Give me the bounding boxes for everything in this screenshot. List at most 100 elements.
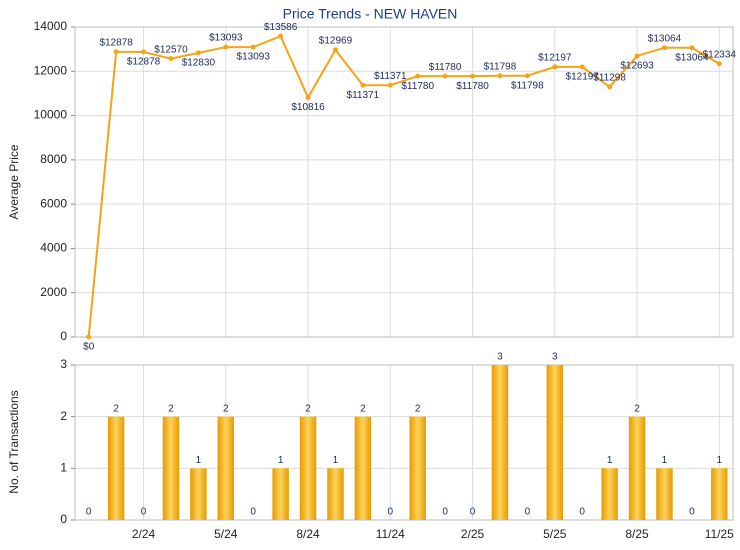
value-label: 2 [168, 403, 174, 414]
value-label: $13064 [648, 33, 682, 44]
value-label: 2 [360, 403, 366, 414]
y-tick-label: 0 [60, 329, 67, 343]
point [415, 73, 421, 79]
point [332, 47, 338, 53]
point [607, 84, 613, 90]
value-label: $11780 [456, 81, 489, 92]
value-label: 2 [223, 403, 229, 414]
y-axis-title: No. of Transactions [7, 390, 21, 493]
y-tick-label: 1 [60, 461, 67, 475]
value-label: $13586 [264, 22, 298, 33]
value-label: $11371 [374, 71, 407, 82]
bar [601, 468, 618, 520]
x-tick-label: 11/24 [376, 527, 405, 541]
value-label: $11298 [593, 72, 626, 83]
x-tick-label: 8/25 [625, 527, 649, 541]
price-line [87, 34, 720, 338]
bar [546, 365, 564, 520]
y-tick-label: 2000 [40, 285, 67, 299]
point [223, 44, 229, 50]
y-tick-label: 3 [60, 357, 67, 371]
point [661, 45, 667, 51]
point [524, 73, 530, 79]
point [689, 45, 695, 51]
point [497, 73, 503, 79]
y-tick-label: 10000 [34, 108, 68, 122]
plot-frame [74, 364, 734, 521]
point [552, 64, 558, 70]
y-tick-label: 0 [60, 512, 67, 526]
point [113, 49, 119, 55]
value-label: 0 [141, 507, 147, 518]
value-label: $11798 [484, 61, 517, 72]
value-label: 1 [333, 455, 339, 466]
value-label: $11780 [401, 81, 434, 92]
value-label: $12197 [538, 53, 572, 64]
bar [327, 468, 344, 520]
y-tick-label: 4000 [40, 241, 67, 255]
value-label: 0 [689, 507, 695, 518]
value-label: $12878 [127, 56, 161, 67]
point [634, 53, 640, 59]
y-axis-title: Average Price [7, 144, 21, 219]
value-label: 1 [717, 455, 723, 466]
y-tick-label: 6000 [40, 196, 67, 210]
point [86, 334, 92, 340]
bar [354, 416, 372, 520]
value-label: 0 [388, 507, 394, 518]
point [716, 61, 722, 67]
value-label: $11798 [511, 80, 544, 91]
bar [217, 416, 235, 520]
value-label: 0 [470, 507, 476, 518]
x-tick-label: 11/25 [705, 527, 734, 541]
value-label: $13093 [209, 33, 243, 44]
point [250, 44, 256, 50]
y-tick-label: 2 [60, 409, 67, 423]
x-tick-label: 2/24 [132, 527, 156, 541]
bar [162, 416, 180, 520]
value-label: $11371 [347, 90, 380, 101]
x-tick-label: 2/25 [461, 527, 485, 541]
point [470, 73, 476, 79]
point [305, 95, 311, 101]
y-tick-label: 14000 [34, 19, 68, 33]
value-label: 0 [579, 507, 585, 518]
value-label: $12334 [703, 50, 737, 61]
value-label: $12969 [319, 35, 353, 46]
point [579, 64, 585, 70]
chart-title: Price Trends - NEW HAVEN [283, 6, 458, 22]
value-label: 1 [278, 455, 284, 466]
value-label: $12197 [566, 72, 600, 83]
value-label: 1 [662, 455, 668, 466]
y-tick-label: 8000 [40, 152, 67, 166]
value-label: 0 [525, 507, 531, 518]
point [168, 56, 174, 62]
bar [272, 468, 289, 520]
value-label: 0 [86, 507, 92, 518]
value-label: $12693 [620, 61, 654, 72]
value-label: $12878 [99, 37, 133, 48]
bar [628, 416, 646, 520]
y-tick-label: 12000 [34, 63, 68, 77]
x-tick-label: 8/24 [296, 527, 320, 541]
x-tick-label: 5/24 [214, 527, 238, 541]
value-label: $12570 [154, 44, 188, 55]
value-label: 0 [442, 507, 448, 518]
x-tick-label: 5/25 [543, 527, 567, 541]
point [141, 49, 147, 55]
point [442, 73, 448, 79]
point [195, 50, 201, 56]
value-label: 2 [113, 403, 119, 414]
value-label: 3 [497, 352, 503, 363]
value-label: $12830 [182, 58, 216, 69]
value-label: 3 [552, 352, 558, 363]
bar [107, 416, 125, 520]
value-label: $10816 [291, 102, 325, 113]
value-label: 1 [607, 455, 613, 466]
bar [190, 468, 207, 520]
value-label: 2 [634, 403, 640, 414]
value-label: $11780 [429, 62, 462, 73]
bar [491, 365, 509, 520]
point [278, 33, 284, 39]
